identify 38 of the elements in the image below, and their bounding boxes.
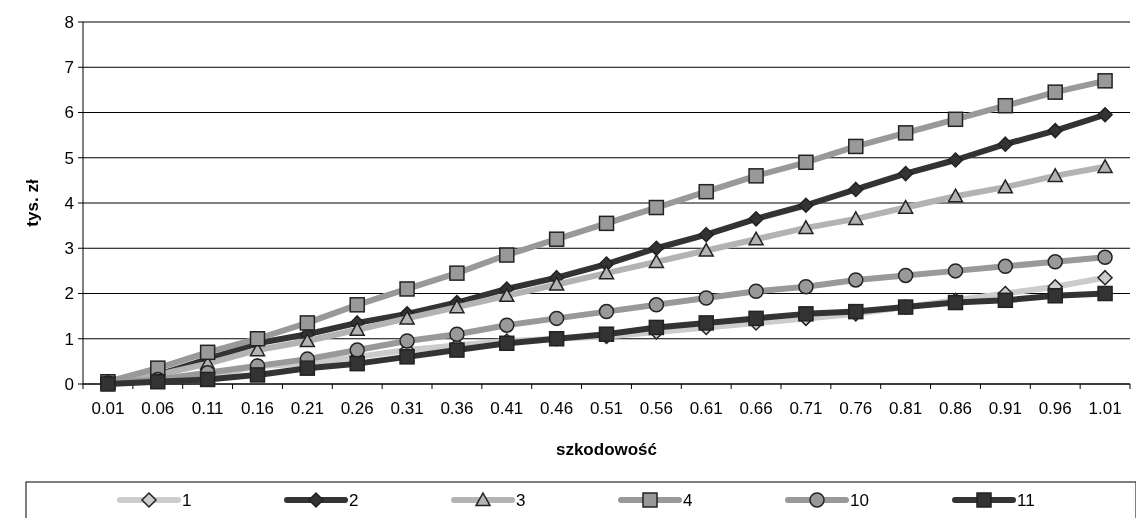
x-tick-label: 0.81 [889,399,923,418]
y-axis-title: tys. zł [23,179,42,227]
x-tick-label: 0.16 [240,399,275,418]
legend-label: 3 [516,490,526,510]
x-tick-label: 0.46 [540,399,574,418]
legend-label: 4 [683,490,693,510]
y-tick-label: 1 [64,329,74,349]
legend-label: 10 [850,490,869,510]
legend-label: 2 [349,490,359,510]
y-tick-label: 7 [64,58,74,78]
x-tick-label: 1.01 [1088,399,1122,418]
x-tick-label: 0.01 [91,399,125,418]
y-tick-label: 4 [64,193,74,213]
x-tick-label: 0.56 [639,399,673,418]
x-tick-label: 0.36 [440,399,474,418]
y-tick-label: 6 [64,103,74,123]
y-tick-label: 2 [64,284,74,304]
y-tick-label: 3 [64,239,74,259]
x-tick-label: 0.06 [141,399,175,418]
x-tick-label: 0.11 [191,399,224,418]
y-tick-label: 0 [64,374,74,394]
x-tick-label: 0.71 [789,399,823,418]
x-tick-label: 0.41 [490,399,524,418]
legend-label: 11 [1017,490,1035,510]
x-tick-label: 0.91 [988,399,1022,418]
x-tick-label: 0.21 [290,399,324,418]
y-tick-label: 8 [64,12,74,32]
legend-label: 1 [182,490,192,510]
x-tick-label: 0.31 [390,399,424,418]
x-tick-label: 0.26 [340,399,374,418]
x-tick-label: 0.96 [1038,399,1072,418]
x-tick-label: 0.51 [589,399,624,418]
y-tick-label: 5 [64,148,74,168]
x-tick-label: 0.86 [938,399,973,418]
x-axis-title: szkodowość [555,440,658,459]
x-tick-label: 0.76 [839,399,873,418]
x-tick-label: 0.61 [689,399,723,418]
x-tick-label: 0.66 [739,399,773,418]
